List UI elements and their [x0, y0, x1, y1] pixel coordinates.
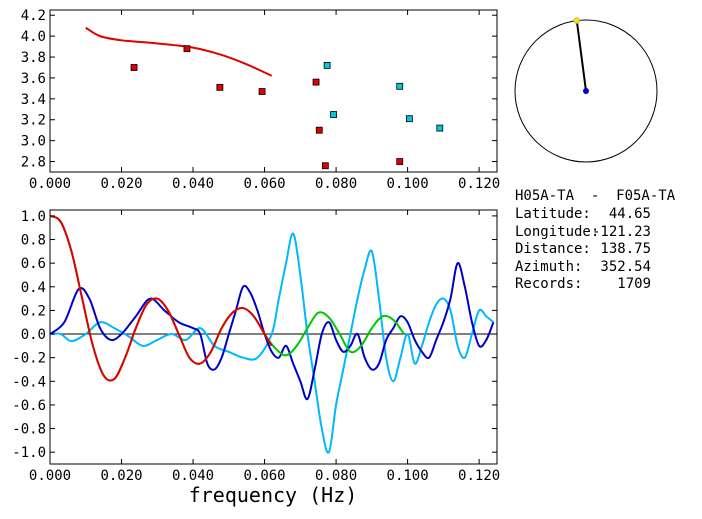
longitude-label: Longitude: — [515, 224, 599, 240]
spectrum-y-tick-label: 0.6 — [21, 256, 46, 272]
dispersion-panel: 0.000 0.020 0.040 0.060 0.080 0.100 0.120 2.8 3.… — [21, 8, 500, 192]
dispersion-x-tick-label: 0.020 — [100, 176, 142, 192]
spectrum-series-line-0 — [49, 232, 495, 454]
spectrum-series-line-2 — [49, 214, 405, 382]
spectrum-y-tick-label: 0.2 — [21, 303, 46, 319]
dispersion-x-tick-label: 0.060 — [243, 176, 285, 192]
spectrum-y-tick-label: -0.8 — [12, 422, 46, 438]
spectrum-y-tick-label: -0.4 — [12, 374, 46, 390]
spectrum-x-tick-label: 0.080 — [315, 468, 357, 484]
azimuth-value: 352.54 — [600, 259, 651, 275]
records-value: 1709 — [617, 276, 651, 292]
spectrum-x-tick-label: 0.120 — [458, 468, 500, 484]
dispersion-plot-frame — [49, 9, 498, 173]
dial-circle — [514, 19, 658, 163]
spectrum-series-line-3 — [49, 214, 273, 382]
spectrum-x-tick-label: 0.020 — [100, 468, 142, 484]
dispersion-point — [258, 88, 266, 95]
spectrum-y-tick-label: 0.0 — [21, 327, 46, 343]
dispersion-x-tick-label: 0.040 — [172, 176, 214, 192]
dispersion-point — [216, 83, 224, 91]
dispersion-point — [396, 158, 404, 165]
records-label: Records: — [515, 276, 582, 292]
distance-value: 138.75 — [600, 241, 651, 257]
azimuth-needle — [575, 20, 587, 92]
dispersion-x-tick-label: 0.000 — [29, 176, 71, 192]
dispersion-axes: 0.000 0.020 0.040 0.060 0.080 0.100 0.120 2.8 3.… — [21, 8, 500, 192]
x-axis-title: frequency (Hz) — [189, 483, 358, 507]
source-station-dot — [573, 17, 581, 24]
dispersion-y-tick-label: 4.0 — [21, 29, 46, 45]
station-info: H05A-TA - F05A-TA Latitude: 44.65 Longit… — [515, 188, 676, 292]
dispersion-point — [330, 111, 337, 118]
spectrum-y-tick-label: 0.4 — [21, 280, 46, 296]
dispersion-x-tick-label: 0.100 — [387, 176, 429, 192]
spectrum-series-line-1 — [49, 262, 495, 401]
spectrum-x-tick-label: 0.060 — [243, 468, 285, 484]
dispersion-point — [396, 82, 404, 90]
dispersion-y-tick-label: 3.4 — [21, 92, 46, 108]
spectrum-x-tick-label: 0.100 — [387, 468, 429, 484]
dispersion-marks — [85, 26, 444, 170]
spectrum-y-tick-label: -0.2 — [12, 351, 46, 367]
dispersion-point — [183, 45, 191, 53]
dispersion-y-tick-label: 2.8 — [21, 155, 46, 171]
spectrum-y-tick-label: 0.8 — [21, 233, 46, 249]
distance-label: Distance: — [515, 241, 591, 257]
dispersion-y-tick-label: 3.2 — [21, 113, 46, 129]
dispersion-y-tick-label: 3.0 — [21, 134, 46, 150]
receiver-station-dot — [583, 88, 589, 94]
dispersion-point — [312, 78, 320, 86]
dispersion-point — [436, 124, 444, 132]
spectrum-x-tick-label: 0.000 — [29, 468, 71, 484]
spectrum-axes: 0.000 0.020 0.040 0.060 0.080 0.100 0.120 1.0 0.… — [12, 209, 500, 484]
dispersion-x-tick-label: 0.080 — [315, 176, 357, 192]
dispersion-series-line-0 — [85, 26, 273, 77]
longitude-value: -121.23 — [592, 224, 651, 240]
dispersion-x-tick-label: 0.120 — [458, 176, 500, 192]
spectrum-y-tick-label: -0.6 — [12, 398, 46, 414]
dispersion-y-tick-label: 4.2 — [21, 8, 46, 24]
spectrum-y-tick-label: 1.0 — [21, 209, 46, 225]
spectrum-marks — [49, 214, 497, 454]
dispersion-point — [321, 162, 329, 170]
azimuth-label: Azimuth: — [515, 259, 582, 275]
latitude-value: 44.65 — [609, 206, 651, 222]
spectrum-x-tick-label: 0.040 — [172, 468, 214, 484]
dispersion-y-tick-label: 3.6 — [21, 71, 46, 87]
dispersion-point — [405, 115, 413, 123]
dispersion-point — [130, 64, 138, 71]
spectrum-y-tick-label: -1.0 — [12, 445, 46, 461]
spectrum-panel: 0.000 0.020 0.040 0.060 0.080 0.100 0.120 1.0 0.… — [12, 209, 500, 507]
azimuth-dial — [514, 17, 658, 163]
dispersion-y-tick-label: 3.8 — [21, 50, 46, 66]
latitude-label: Latitude: — [515, 206, 591, 222]
dispersion-point — [315, 126, 323, 134]
spectrum-plot-frame — [49, 209, 498, 465]
station-pair: H05A-TA - F05A-TA — [515, 188, 676, 204]
dispersion-point — [323, 61, 331, 69]
